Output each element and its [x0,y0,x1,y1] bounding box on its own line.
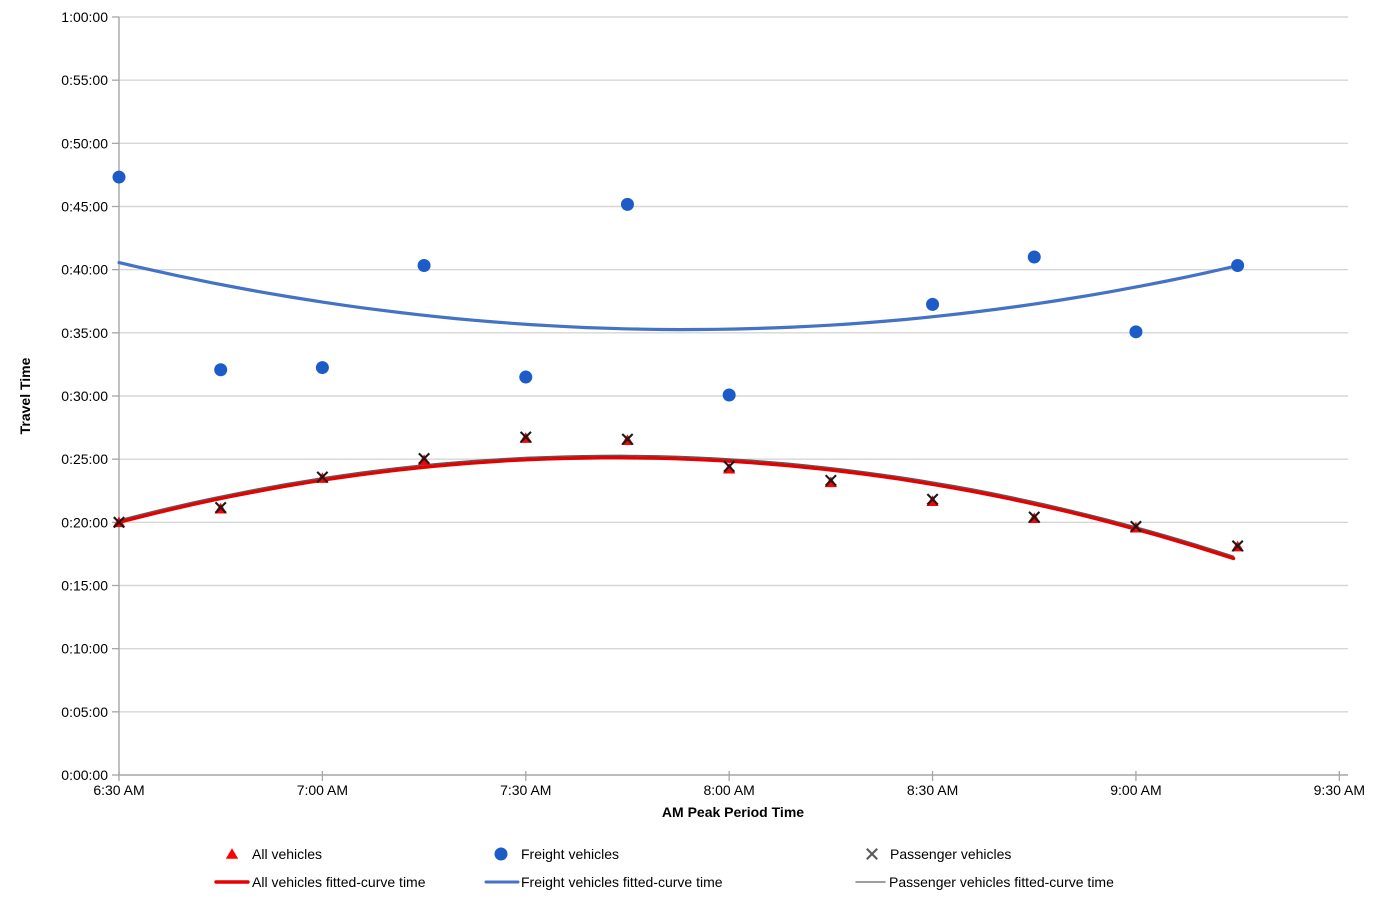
freight-vehicles-point [417,258,431,272]
x-axis-tick-labels: 6:30 AM 7:00 AM 7:30 AM 8:00 AM 8:30 AM 9:00 … [93,782,1365,798]
y-tick-label: 1:00:00 [61,9,108,25]
y-tick-label: 0:30:00 [61,388,108,404]
freight-vehicles-point [112,170,126,184]
y-tick-label: 0:20:00 [61,514,108,530]
passenger-vehicles-point [621,433,634,446]
passenger-vehicles-point [926,493,939,506]
freight-vehicles-point [1027,250,1041,264]
y-tick-label: 0:10:00 [61,641,108,657]
y-tick-label: 0:50:00 [61,135,108,151]
legend-triangle-icon [225,848,239,859]
legend-circle-icon [494,847,508,861]
legend-label: Passenger vehicles [890,846,1011,862]
y-tick-label: 0:15:00 [61,578,108,594]
freight-vehicles-point [1129,325,1143,339]
y-tick-label: 0:05:00 [61,704,108,720]
legend-x-icon [866,848,878,860]
y-tick-label: 0:00:00 [61,767,108,783]
passenger-vehicles-point [316,471,329,484]
freight-vehicles-point [214,363,228,377]
freight-vehicles-point [315,361,329,375]
passenger-vehicles-point [1231,540,1244,552]
fitted-curves [117,261,1244,561]
x-tick-label: 8:00 AM [703,782,754,798]
passenger-vehicles-point [113,516,125,529]
passenger-vehicles-point [214,501,227,514]
legend-label: Freight vehicles [521,846,619,862]
y-tick-label: 0:40:00 [61,262,108,278]
freight-vehicles-fitted-curve-time [117,261,1244,332]
legend: All vehicles Freight vehicles Passenger ve… [214,846,1114,890]
x-tick-label: 7:00 AM [297,782,348,798]
legend-label: Passenger vehicles fitted-curve time [889,874,1114,890]
passenger-vehicles-point [418,452,431,465]
freight-vehicles-point [620,197,634,211]
passenger-vehicles-point [519,431,532,444]
y-axis-title: Travel Time [17,357,33,434]
passenger-vehicles-point [824,474,837,487]
freight-vehicles-point [722,388,736,402]
passenger-vehicles-point [1028,511,1041,523]
passenger-vehicles-point [1129,520,1142,533]
y-tick-label: 0:35:00 [61,325,108,341]
axes [112,16,1348,781]
legend-label: All vehicles fitted-curve time [252,874,426,890]
x-tick-label: 9:00 AM [1110,782,1161,798]
y-tick-label: 0:55:00 [61,72,108,88]
legend-label: Freight vehicles fitted-curve time [521,874,723,890]
passenger-vehicles-fitted-curve-time [118,454,1235,558]
legend-label: All vehicles [252,846,322,862]
freight-vehicles-point [926,297,940,311]
x-tick-label: 8:30 AM [907,782,958,798]
gridlines [119,16,1348,713]
x-tick-label: 7:30 AM [500,782,551,798]
x-tick-label: 9:30 AM [1314,782,1365,798]
y-tick-label: 0:45:00 [61,199,108,215]
x-tick-label: 6:30 AM [93,782,144,798]
freight-vehicles-point [1231,258,1245,272]
x-axis-title: AM Peak Period Time [662,804,804,820]
y-axis-tick-labels: 1:00:00 0:55:00 0:50:00 0:45:00 0:40:00 0:35:… [61,9,108,783]
freight-vehicles-point [519,370,533,384]
all-vehicles-fitted-curve-time [117,456,1236,561]
passenger-vehicles-point [723,460,736,473]
data-points [112,170,1245,552]
y-tick-label: 0:25:00 [61,451,108,467]
